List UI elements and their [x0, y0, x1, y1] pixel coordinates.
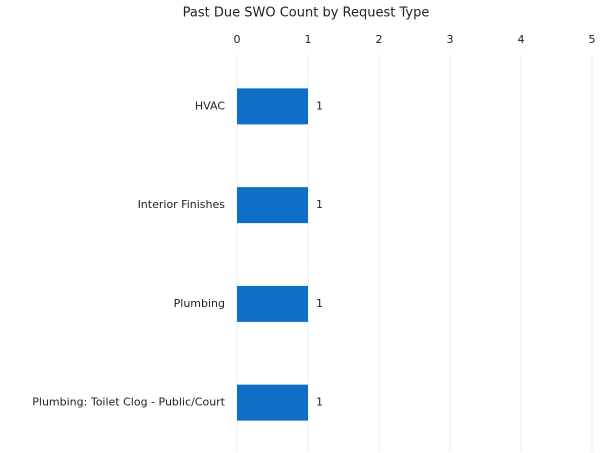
chart-title: Past Due SWO Count by Request Type [183, 6, 430, 21]
data-label: 1 [316, 99, 323, 112]
bar [237, 88, 308, 125]
bar [237, 384, 308, 421]
x-tick-label: 1 [305, 33, 312, 46]
data-label: 1 [316, 297, 323, 310]
y-tick-label: Plumbing: Toilet Clog - Public/Court [32, 396, 225, 409]
x-tick-label: 3 [447, 33, 454, 46]
x-tick-label: 5 [589, 33, 596, 46]
data-label: 1 [316, 396, 323, 409]
x-tick-label: 4 [518, 33, 525, 46]
data-label: 1 [316, 198, 323, 211]
y-tick-label: Plumbing [174, 297, 225, 310]
bar [237, 187, 308, 224]
bar [237, 285, 308, 322]
y-tick-label: HVAC [195, 99, 225, 112]
x-tick-label: 0 [234, 33, 241, 46]
y-tick-label: Interior Finishes [138, 198, 226, 211]
x-tick-label: 2 [376, 33, 383, 46]
